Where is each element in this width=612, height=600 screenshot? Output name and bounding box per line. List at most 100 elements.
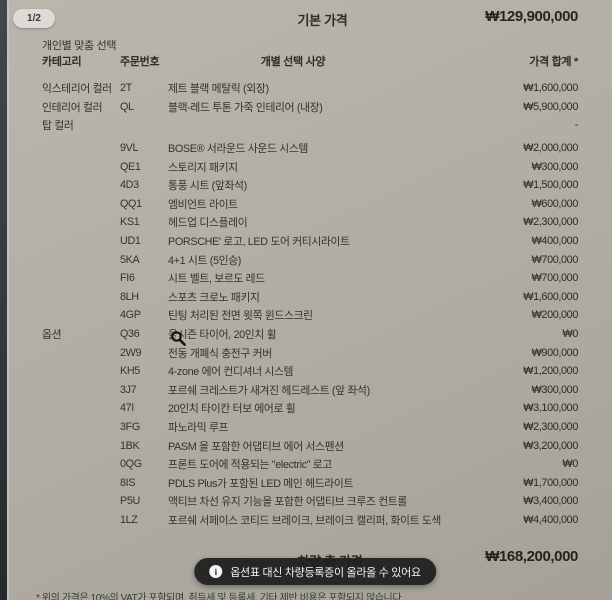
row-option-description: 엠비언트 라이트 xyxy=(168,198,238,211)
table-row: QE1 스토리지 패키지 ₩300,000 xyxy=(42,157,578,176)
row-order-no: 8LH xyxy=(120,290,139,303)
toast-notification: i 옵션표 대신 차량등록증이 올라올 수 있어요 xyxy=(194,558,436,585)
row-option-description: 포르쉐 크레스트가 새겨진 헤드레스트 (앞 좌석) xyxy=(168,384,370,397)
table-row: 탑 컬러 - xyxy=(42,116,578,135)
row-option-description: 올시즌 타이어, 20인치 휠 xyxy=(168,329,277,342)
screen-left-bezel xyxy=(0,0,7,600)
header-price: 가격 합계 * xyxy=(529,56,578,68)
header-order-no: 주문번호 xyxy=(120,56,160,68)
row-option-description: 헤드업 디스플레이 xyxy=(168,217,248,230)
table-row: UD1 PORSCHE' 로고, LED 도어 커티시라이트 ₩400,000 xyxy=(42,232,578,251)
row-price: ₩700,000 xyxy=(531,272,579,285)
row-option-description: 틴팅 처리된 전면 윗쪽 윈드스크린 xyxy=(168,310,313,323)
table-row: 3J7 포르쉐 크레스트가 새겨진 헤드레스트 (앞 좌석) ₩300,000 xyxy=(42,381,578,400)
vat-disclaimer: * 위의 가격은 10%의 VAT가 포함되며, 취득세 및 등록세, 기타 제… xyxy=(36,593,402,600)
table-row: 인테리어 컬러 QL 블랙-레드 투톤 가죽 인테리어 (내장) ₩5,900,… xyxy=(42,98,578,117)
row-order-no: 4GP xyxy=(120,309,141,322)
table-row: 8LH 스포츠 크로노 패키지 ₩1,600,000 xyxy=(42,288,578,307)
row-option-description: 포르쉐 서페이스 코티드 브레이크, 브레이크 캘리퍼, 화이트 도색 xyxy=(168,514,442,527)
page-indicator-badge: 1/2 xyxy=(13,9,55,28)
table-row: 9VL BOSE® 서라운드 사운드 시스템 ₩2,000,000 xyxy=(42,139,578,158)
row-option-description: PDLS Plus가 포함된 LED 메인 헤드라이트 xyxy=(168,477,354,490)
row-order-no: QE1 xyxy=(120,160,141,173)
row-price: ₩0 xyxy=(562,328,579,341)
row-price: ₩1,200,000 xyxy=(523,365,578,378)
row-price: ₩1,600,000 xyxy=(523,82,578,95)
table-row: 익스테리어 컬러 2T 제트 블랙 메탈릭 (외장) ₩1,600,000 xyxy=(42,79,578,98)
row-category: 익스테리어 컬러 xyxy=(42,83,112,96)
row-option-description: 프론트 도어에 적용되는 "electric" 로고 xyxy=(168,459,332,472)
table-row: 3FG 파노라믹 루프 ₩2,300,000 xyxy=(42,418,578,437)
row-option-description: 전동 개폐식 충전구 커버 xyxy=(168,347,272,360)
table-row: KH5 4-zone 에어 컨디셔너 시스템 ₩1,200,000 xyxy=(42,362,578,381)
row-order-no: 9VL xyxy=(120,142,139,155)
row-order-no: QQ1 xyxy=(120,197,142,210)
row-price: ₩900,000 xyxy=(531,346,579,359)
table-row: 0QG 프론트 도어에 적용되는 "electric" 로고 ₩0 xyxy=(42,455,578,474)
row-option-description: 통풍 시트 (앞좌석) xyxy=(168,180,247,193)
row-price: ₩1,700,000 xyxy=(523,476,578,489)
row-option-description: 4+1 시트 (5인승) xyxy=(168,254,242,267)
row-price: ₩3,200,000 xyxy=(523,439,578,452)
row-price: - xyxy=(574,119,579,132)
row-option-description: 4-zone 에어 컨디셔너 시스템 xyxy=(168,366,294,379)
row-price: ₩200,000 xyxy=(531,309,579,322)
header-category: 카테고리 xyxy=(42,56,82,68)
table-header-row: 카테고리 주문번호 개별 선택 사양 가격 합계 * xyxy=(42,53,578,69)
row-option-description: 액티브 차선 유지 기능을 포함한 어댑티브 크루즈 컨트롤 xyxy=(168,496,407,509)
row-order-no: 8IS xyxy=(120,476,136,489)
table-row: KS1 헤드업 디스플레이 ₩2,300,000 xyxy=(42,213,578,232)
row-category: 탑 컬러 xyxy=(42,120,74,133)
row-order-no: 47I xyxy=(120,402,134,415)
table-row: 1LZ 포르쉐 서페이스 코티드 브레이크, 브레이크 캘리퍼, 화이트 도색 … xyxy=(42,511,578,530)
row-option-description: BOSE® 서라운드 사운드 시스템 xyxy=(168,143,308,156)
row-price: ₩1,600,000 xyxy=(523,290,578,303)
row-order-no: UD1 xyxy=(120,235,141,248)
options-table: 카테고리 주문번호 개별 선택 사양 가격 합계 * 익스테리어 컬러 2T 제… xyxy=(42,53,578,529)
row-option-description: 블랙-레드 투톤 가죽 인테리어 (내장) xyxy=(168,101,323,114)
table-row: 2W9 전동 개폐식 충전구 커버 ₩900,000 xyxy=(42,343,578,362)
screen-left-bezel-highlight xyxy=(7,0,9,600)
row-option-description: 스토리지 패키지 xyxy=(168,161,238,174)
section-title: 개인별 맞춤 선택 xyxy=(42,40,117,52)
table-row: QQ1 엠비언트 라이트 ₩600,000 xyxy=(42,195,578,214)
table-row: P5U 액티브 차선 유지 기능을 포함한 어댑티브 크루즈 컨트롤 ₩3,40… xyxy=(42,492,578,511)
row-price: ₩4,400,000 xyxy=(523,513,578,526)
row-option-description: 시트 벨트, 보르도 레드 xyxy=(168,273,265,286)
info-icon: i xyxy=(209,565,223,578)
table-row: FI6 시트 벨트, 보르도 레드 ₩700,000 xyxy=(42,269,578,288)
total-price-value: ₩168,200,000 xyxy=(485,548,578,565)
table-row: 4D3 통풍 시트 (앞좌석) ₩1,500,000 xyxy=(42,176,578,195)
row-price: ₩3,400,000 xyxy=(523,495,578,508)
toast-message: 옵션표 대신 차량등록증이 올라올 수 있어요 xyxy=(230,566,421,579)
row-category: 옵션 xyxy=(42,329,62,342)
base-price-label: 기본 가격 xyxy=(297,13,348,28)
row-order-no: 2W9 xyxy=(120,346,142,359)
row-price: ₩1,500,000 xyxy=(523,179,578,192)
row-price: ₩400,000 xyxy=(531,235,579,248)
row-order-no: 0QG xyxy=(120,458,142,471)
table-row: 47I 20인치 타이칸 터보 에어로 휠 ₩3,100,000 xyxy=(42,399,578,418)
row-order-no: Q36 xyxy=(120,328,140,341)
base-price-value: ₩129,900,000 xyxy=(485,8,578,25)
table-row: 5KA 4+1 시트 (5인승) ₩700,000 xyxy=(42,250,578,269)
row-price: ₩300,000 xyxy=(531,160,579,173)
table-rows: 익스테리어 컬러 2T 제트 블랙 메탈릭 (외장) ₩1,600,000 인테… xyxy=(42,79,578,529)
row-order-no: 5KA xyxy=(120,253,140,266)
row-option-description: 제트 블랙 메탈릭 (외장) xyxy=(168,83,269,96)
table-row: 옵션 Q36 올시즌 타이어, 20인치 휠 ₩0 xyxy=(42,325,578,344)
row-order-no: KH5 xyxy=(120,365,140,378)
row-price: ₩2,300,000 xyxy=(523,216,578,229)
row-option-description: PASM 을 포함한 어댑티브 에어 서스펜션 xyxy=(168,440,344,453)
row-option-description: 파노라믹 루프 xyxy=(168,421,229,434)
table-row: 1BK PASM 을 포함한 어댑티브 에어 서스펜션 ₩3,200,000 xyxy=(42,436,578,455)
row-price: ₩5,900,000 xyxy=(523,100,578,113)
row-order-no: 3J7 xyxy=(120,383,137,396)
row-order-no: P5U xyxy=(120,495,140,508)
row-order-no: 1BK xyxy=(120,439,140,452)
row-option-description: 스포츠 크로노 패키지 xyxy=(168,291,260,304)
row-price: ₩0 xyxy=(562,458,579,471)
row-option-description: PORSCHE' 로고, LED 도어 커티시라이트 xyxy=(168,236,350,249)
row-order-no: 3FG xyxy=(120,420,140,433)
